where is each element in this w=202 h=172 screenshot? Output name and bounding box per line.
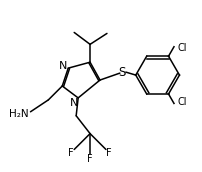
Text: N: N — [70, 98, 78, 108]
Text: H₂N: H₂N — [9, 109, 28, 119]
Text: Cl: Cl — [177, 43, 187, 53]
Text: F: F — [106, 148, 112, 158]
Text: Cl: Cl — [177, 98, 187, 108]
Text: S: S — [118, 66, 126, 79]
Text: F: F — [68, 148, 74, 158]
Text: F: F — [87, 154, 93, 164]
Text: N: N — [59, 61, 67, 71]
